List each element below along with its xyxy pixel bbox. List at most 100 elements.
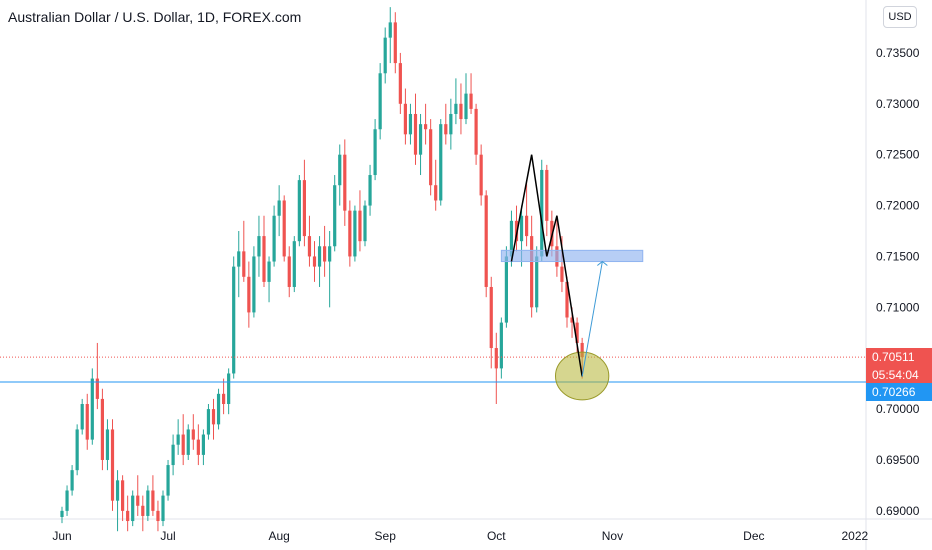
price-tick-label: 0.72000	[876, 199, 920, 213]
candle-body	[353, 210, 357, 257]
candle	[545, 164, 549, 237]
candle-body	[530, 236, 534, 308]
candle	[151, 475, 155, 516]
candle	[312, 241, 317, 282]
candle	[292, 236, 296, 293]
candle	[262, 215, 266, 287]
candle	[348, 200, 352, 267]
candle-body	[373, 129, 377, 176]
candle	[176, 419, 180, 455]
annotations-layer	[0, 154, 866, 401]
candle-body	[444, 124, 448, 135]
candle	[499, 317, 503, 379]
candle-body	[146, 490, 150, 516]
candle	[307, 215, 312, 267]
candle	[252, 246, 256, 318]
candle	[161, 490, 165, 527]
candle	[368, 164, 372, 216]
candle-body	[302, 180, 306, 237]
candle	[353, 205, 357, 262]
candle-body	[115, 480, 120, 501]
candle	[328, 231, 332, 308]
candle-body	[206, 409, 211, 435]
candle-body	[424, 124, 428, 130]
candle	[267, 256, 271, 303]
candle-body	[222, 393, 226, 405]
candle-body	[459, 103, 463, 120]
time-tick-label: Nov	[602, 529, 623, 543]
last-price-tag: 0.70511	[866, 348, 932, 367]
candle	[297, 175, 301, 247]
candle	[565, 276, 569, 328]
currency-badge[interactable]: USD	[883, 6, 917, 28]
candle	[257, 215, 261, 277]
candle	[358, 190, 362, 252]
candle-body	[186, 429, 190, 455]
time-tick-label: Dec	[743, 529, 764, 543]
horizontal-line-price-tag: 0.70266	[866, 383, 932, 402]
candle-body	[565, 281, 569, 318]
candle-body	[489, 286, 493, 349]
candle-body	[227, 373, 231, 405]
candle-body	[479, 154, 483, 196]
candle	[70, 465, 74, 496]
candle-body	[368, 175, 372, 206]
price-axis[interactable]: 0.73500 0.73000 0.72500 0.72000 0.71500 0.710…	[876, 46, 920, 518]
candle-body	[131, 495, 135, 522]
candle	[343, 139, 347, 226]
candle-body	[211, 409, 216, 425]
candle-body	[413, 113, 418, 155]
candle	[232, 256, 236, 379]
candle-body	[252, 256, 256, 313]
price-tick-label: 0.73500	[876, 46, 920, 60]
candle-body	[247, 276, 251, 313]
candle-body	[287, 256, 291, 287]
candle	[126, 495, 130, 532]
candle	[227, 368, 231, 415]
candle-body	[297, 180, 301, 242]
candle-body	[363, 205, 367, 242]
candle-body	[166, 465, 170, 496]
candle-body	[474, 108, 478, 155]
candle	[388, 7, 392, 64]
candle	[403, 88, 407, 145]
pattern-line	[510, 154, 583, 377]
candle-body	[494, 348, 498, 369]
candle-body	[126, 510, 130, 522]
candle-body	[464, 93, 468, 120]
candle	[484, 190, 488, 298]
candle	[201, 429, 205, 466]
candle	[206, 404, 211, 440]
candle	[90, 368, 94, 445]
candle	[287, 246, 291, 298]
candle	[408, 103, 413, 145]
candle	[121, 475, 125, 522]
price-tick-label: 0.73000	[876, 97, 920, 111]
time-axis[interactable]: Jun Jul Aug Sep Oct Nov Dec 2022	[52, 529, 868, 543]
candle	[393, 12, 397, 74]
candle	[156, 500, 160, 532]
candle-body	[151, 490, 155, 511]
time-tick-label: Oct	[487, 529, 506, 543]
countdown-tag: 05:54:04	[866, 366, 932, 385]
candle	[146, 485, 150, 522]
candle-body	[75, 429, 79, 471]
candle-body	[121, 480, 125, 511]
candle	[317, 236, 322, 287]
candle-body	[449, 113, 453, 135]
candle-body	[216, 393, 221, 425]
candle-body	[292, 241, 296, 287]
candle-body	[333, 185, 337, 247]
candle-body	[100, 398, 104, 460]
candle-body	[358, 210, 362, 242]
candle-body	[418, 124, 423, 155]
candle-body	[312, 256, 317, 267]
candle-body	[237, 251, 241, 267]
candle-body	[317, 246, 322, 267]
candle	[413, 93, 418, 165]
candle	[85, 393, 89, 450]
candle-body	[519, 215, 524, 242]
candle-body	[343, 154, 347, 211]
